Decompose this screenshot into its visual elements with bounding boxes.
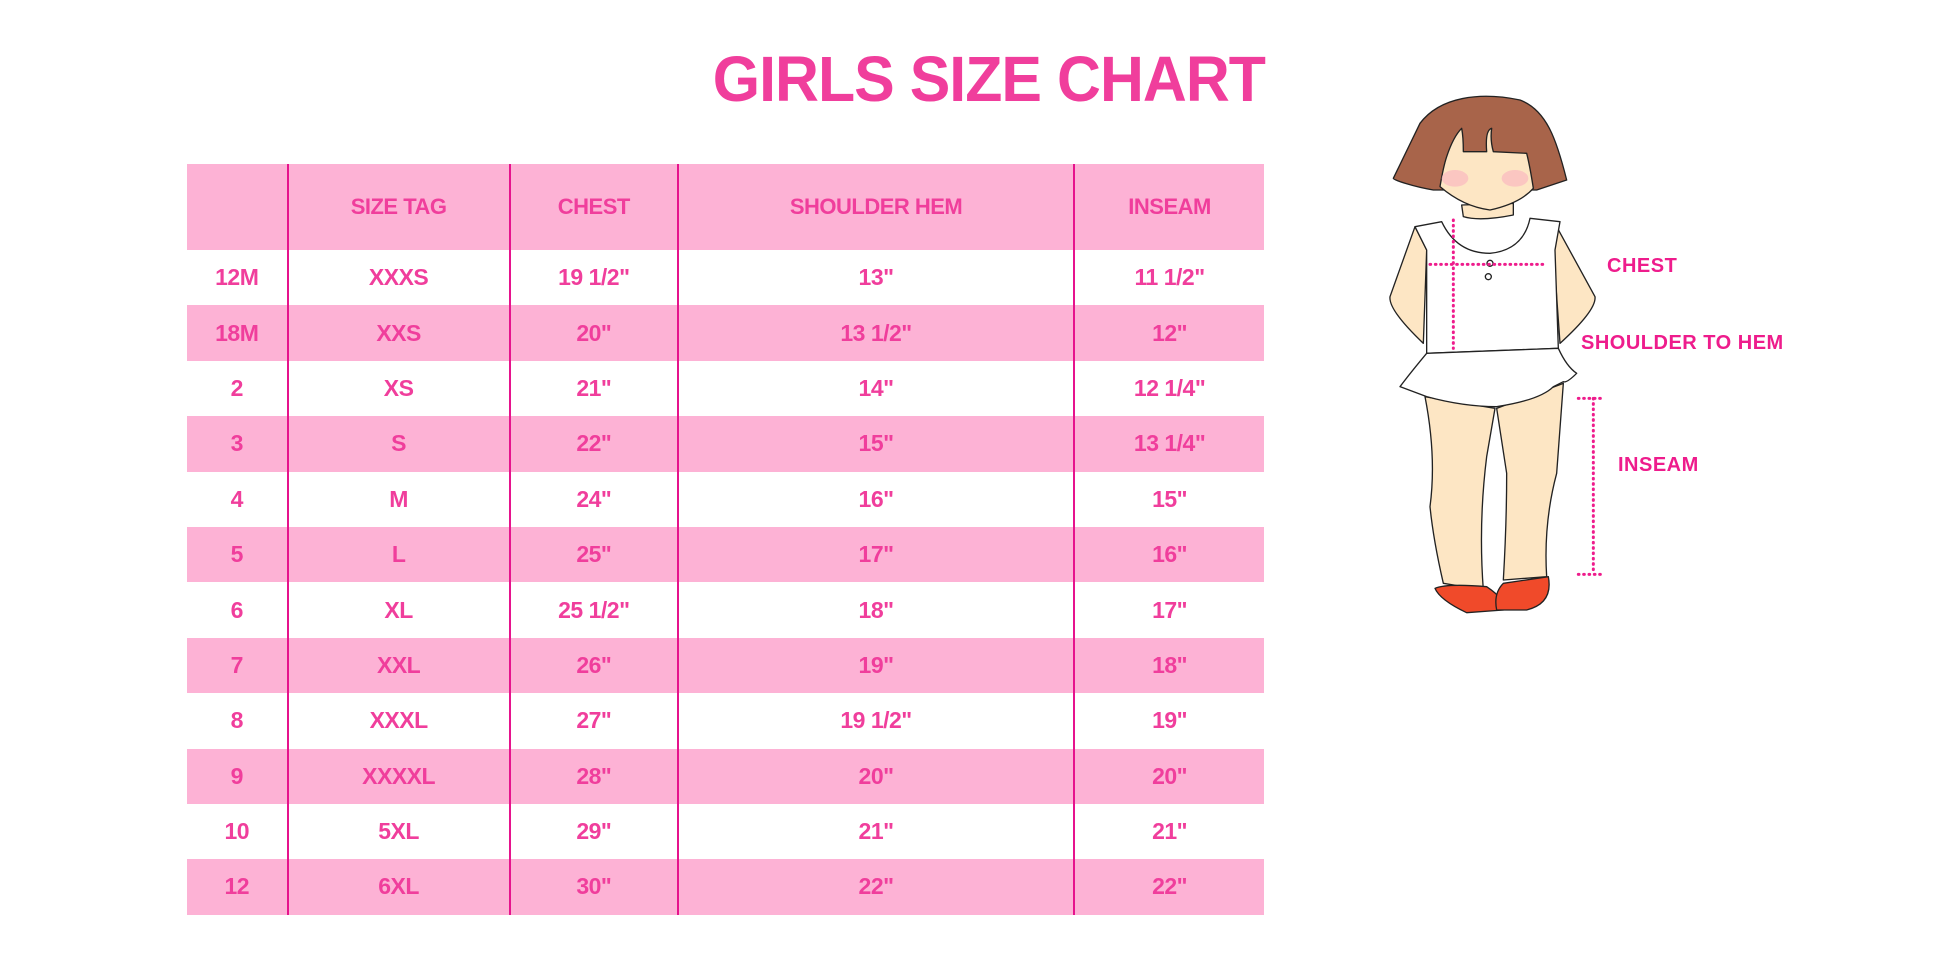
table-row: 3 S 22" 15" 13 1/4": [187, 416, 1264, 472]
table-cell: 19 1/2": [676, 693, 1075, 749]
table-cell: L: [286, 526, 510, 583]
page-title: GIRLS SIZE CHART: [712, 43, 1266, 115]
table-row: 12M XXXS 19 1/2" 13" 11 1/2": [187, 250, 1264, 306]
table-cell: 8: [187, 693, 288, 749]
table-cell: 3: [187, 416, 288, 472]
shirt: [1414, 217, 1561, 354]
table-cell: 19 1/2": [508, 250, 678, 306]
table-cell: 14": [676, 360, 1075, 417]
table-cell: CHEST: [508, 164, 678, 250]
table-cell: 22": [508, 416, 678, 472]
table-cell: 4: [187, 471, 288, 527]
table-cell: 25": [508, 526, 678, 583]
table-cell: 15": [1073, 471, 1264, 527]
table-cell: 15": [676, 416, 1075, 472]
right-shoe: [1495, 576, 1550, 611]
table-row: 5 L 25" 17" 16": [187, 526, 1264, 583]
table-cell: 17": [676, 526, 1075, 583]
table-row: 7 XXL 26" 19" 18": [187, 637, 1264, 694]
table-cell: 10: [187, 803, 288, 860]
table-cell: 19": [1073, 693, 1264, 749]
table-cell: 27": [508, 693, 678, 749]
table-cell: XXS: [286, 305, 510, 361]
table-cell: S: [286, 416, 510, 472]
table-cell: SIZE TAG: [286, 164, 510, 250]
table-cell: 12M: [187, 250, 288, 306]
face: [1439, 127, 1534, 211]
table-row: 6 XL 25 1/2" 18" 17": [187, 582, 1264, 638]
table-cell: 29": [508, 803, 678, 860]
table-cell: INSEAM: [1073, 164, 1264, 250]
table-row: 4 M 24" 16" 15": [187, 471, 1264, 527]
table-cell: 28": [508, 748, 678, 804]
table-cell: XXXXL: [286, 748, 510, 804]
table-cell: 30": [508, 859, 678, 915]
table-row: 18M XXS 20" 13 1/2" 12": [187, 305, 1264, 361]
table-cell: 17": [1073, 582, 1264, 638]
table-cell: 25 1/2": [508, 582, 678, 638]
size-table: SIZE TAG CHEST SHOULDER HEM INSEAM 12M XXXS 19…: [187, 164, 1264, 915]
table-cell: 6XL: [286, 859, 510, 915]
table-row: 10 5XL 29" 21" 21": [187, 803, 1264, 860]
table-cell: 13": [676, 250, 1075, 306]
table-cell: 21": [508, 360, 678, 417]
left-arm: [1389, 226, 1428, 344]
table-cell: 20": [508, 305, 678, 361]
table-cell: 7: [187, 637, 288, 694]
table-cell: 2: [187, 360, 288, 417]
table-cell: 5XL: [286, 803, 510, 860]
left-shoe: [1434, 584, 1505, 614]
chest-label: CHEST: [1607, 255, 1678, 277]
table-cell: 16": [1073, 526, 1264, 583]
table-cell: XS: [286, 360, 510, 417]
table-row: 9 XXXXL 28" 20" 20": [187, 748, 1264, 804]
table-cell: 5: [187, 526, 288, 583]
cheek: [1501, 170, 1529, 187]
table-cell: XXXS: [286, 250, 510, 306]
table-cell: 12": [1073, 305, 1264, 361]
table-cell: 21": [676, 803, 1075, 860]
table-cell: 26": [508, 637, 678, 694]
table-cell: 21": [1073, 803, 1264, 860]
table-cell: 20": [1073, 748, 1264, 804]
table-cell: M: [286, 471, 510, 527]
table-cell: 9: [187, 748, 288, 804]
table-cell: 12 1/4": [1073, 360, 1264, 417]
table-cell: 18": [676, 582, 1075, 638]
table-row: 8 XXXL 27" 19 1/2" 19": [187, 693, 1264, 749]
table-cell: 19": [676, 637, 1075, 694]
table-cell: 13 1/2": [676, 305, 1075, 361]
table-cell: 20": [676, 748, 1075, 804]
inseam-label: INSEAM: [1618, 454, 1699, 476]
table-row: 2 XS 21" 14" 12 1/4": [187, 360, 1264, 417]
table-cell: XXL: [286, 637, 510, 694]
table-row: 12 6XL 30" 22" 22": [187, 859, 1264, 915]
table-cell: XXXL: [286, 693, 510, 749]
table-cell: 22": [676, 859, 1075, 915]
right-arm: [1552, 226, 1596, 344]
table-cell: 24": [508, 471, 678, 527]
table-cell: 6: [187, 582, 288, 638]
right-leg: [1496, 382, 1564, 581]
table-cell: 13 1/4": [1073, 416, 1264, 472]
table-cell: SHOULDER HEM: [676, 164, 1075, 250]
left-leg: [1424, 395, 1496, 591]
table-cell: XL: [286, 582, 510, 638]
table-cell: 12: [187, 859, 288, 915]
table-cell: 18": [1073, 637, 1264, 694]
table-cell: 11 1/2": [1073, 250, 1264, 306]
bloomers: [1399, 347, 1578, 408]
girl-measurement-illustration: [1389, 95, 1604, 614]
button: [1484, 272, 1492, 281]
table-header-row: SIZE TAG CHEST SHOULDER HEM INSEAM: [187, 164, 1264, 250]
cheek: [1441, 170, 1469, 187]
shoulder-to-hem-label: SHOULDER TO HEM: [1581, 332, 1784, 354]
table-cell: 18M: [187, 305, 288, 361]
table-cell: 22": [1073, 859, 1264, 915]
table-cell: [187, 164, 288, 250]
table-cell: 16": [676, 471, 1075, 527]
